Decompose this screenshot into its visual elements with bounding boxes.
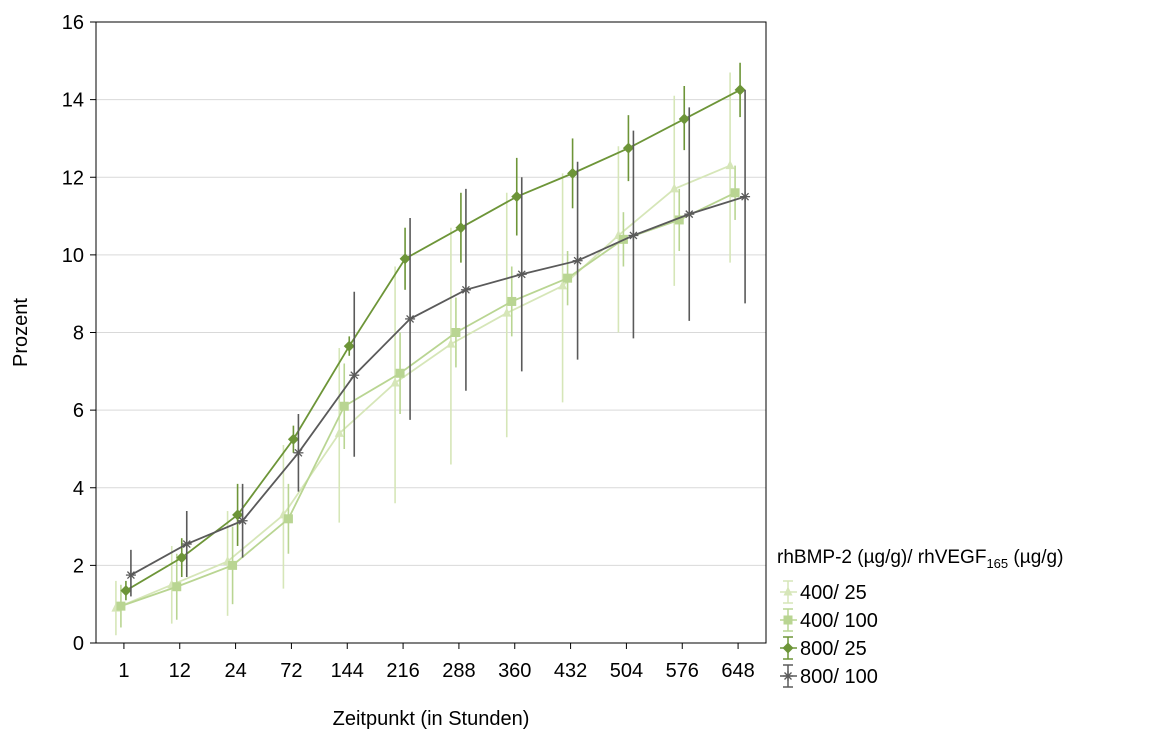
marker-triangle: [390, 377, 400, 387]
legend-label: 800/ 25: [800, 638, 867, 660]
marker-diamond: [399, 253, 411, 265]
marker-square: [451, 328, 461, 337]
marker-diamond: [782, 642, 794, 654]
series-400-25: [111, 72, 735, 636]
marker-diamond: [734, 84, 746, 96]
series-800-100: [125, 89, 751, 597]
y-axis-title: Prozent: [10, 298, 32, 367]
marker-square: [172, 582, 182, 592]
marker-square: [730, 188, 740, 198]
marker-diamond: [343, 340, 355, 352]
series-800-25: [120, 62, 746, 601]
marker-triangle: [669, 183, 679, 193]
x-tick-label: 24: [224, 660, 246, 682]
x-tick-label: 72: [280, 660, 302, 682]
marker-triangle: [783, 586, 793, 596]
series-line: [115, 164, 731, 609]
legend-item: 400/ 25: [780, 580, 867, 604]
marker-asterisk: [237, 515, 248, 526]
marker-asterisk: [181, 539, 192, 550]
marker-diamond: [287, 433, 299, 445]
legend-title: rhBMP-2 (µg/g)/ rhVEGF165 (µg/g): [777, 547, 1063, 571]
marker-asterisk: [460, 284, 471, 295]
legend-label: 400/ 100: [800, 610, 878, 632]
x-tick-label: 144: [331, 660, 364, 682]
marker-square: [563, 273, 573, 283]
x-tick-label: 288: [442, 660, 475, 682]
marker-asterisk: [684, 209, 695, 220]
y-tick-label: 10: [62, 245, 84, 267]
legend-title-subscript: 165: [986, 556, 1008, 571]
series-400-100: [116, 165, 740, 628]
y-tick-label: 8: [73, 323, 84, 345]
x-tick-label: 432: [554, 660, 587, 682]
marker-triangle: [334, 427, 344, 437]
x-tick-label: 504: [610, 660, 643, 682]
y-tick-label: 14: [62, 90, 84, 112]
x-tick-label: 648: [721, 660, 754, 682]
marker-diamond: [567, 167, 579, 179]
marker-square: [116, 601, 126, 611]
marker-triangle: [558, 280, 568, 290]
gridlines: [96, 99, 766, 566]
marker-triangle: [725, 160, 735, 170]
marker-asterisk: [740, 191, 751, 202]
y-tick-label: 2: [73, 555, 84, 577]
marker-asterisk: [405, 313, 416, 324]
x-tick-label: 576: [666, 660, 699, 682]
x-tick-label: 360: [498, 660, 531, 682]
marker-square: [783, 615, 793, 625]
series-layer: [111, 62, 751, 636]
legend-items: 400/ 25 400/ 100 800/ 25 800/ 100: [780, 580, 878, 688]
marker-diamond: [176, 552, 188, 564]
series-line: [125, 89, 741, 592]
marker-diamond: [511, 191, 523, 203]
legend-title-main: rhBMP-2 (µg/g)/ rhVEGF: [777, 547, 986, 568]
x-tick-label: 1: [118, 660, 129, 682]
x-axis-title: Zeitpunkt (in Stunden): [333, 708, 530, 730]
x-tick-label: 12: [169, 660, 191, 682]
marker-diamond: [455, 222, 467, 234]
legend-label: 400/ 25: [800, 582, 867, 604]
marker-diamond: [678, 113, 690, 125]
marker-square: [339, 401, 349, 411]
marker-asterisk: [349, 370, 360, 381]
legend-item: 800/ 100: [780, 664, 878, 688]
marker-square: [674, 215, 684, 225]
y-axis: 0 2 4 6 8 10 12 14 16: [62, 12, 96, 655]
marker-square: [507, 296, 517, 306]
marker-asterisk: [628, 230, 639, 241]
x-axis: 1 12 24 72 144 216 288 360 432 504 576 648: [118, 643, 755, 682]
legend-item: 400/ 100: [780, 608, 878, 632]
marker-diamond: [120, 585, 132, 597]
series-line: [130, 195, 746, 576]
marker-square: [228, 560, 238, 570]
marker-diamond: [622, 142, 634, 154]
marker-square: [283, 514, 293, 524]
marker-asterisk: [293, 447, 304, 458]
marker-triangle: [446, 338, 456, 348]
marker-asterisk: [125, 570, 136, 581]
legend-item: 800/ 25: [780, 636, 867, 660]
marker-asterisk: [572, 255, 583, 266]
y-tick-label: 12: [62, 167, 84, 189]
legend-label: 800/ 100: [800, 666, 878, 688]
y-tick-label: 0: [73, 633, 84, 655]
marker-square: [395, 368, 405, 378]
marker-asterisk: [516, 269, 527, 280]
y-tick-label: 6: [73, 400, 84, 422]
legend: rhBMP-2 (µg/g)/ rhVEGF165 (µg/g) 400/ 25…: [777, 547, 1063, 688]
marker-asterisk: [783, 671, 793, 681]
legend-title-end: (µg/g): [1008, 547, 1063, 568]
y-tick-label: 4: [73, 478, 84, 500]
marker-triangle: [502, 307, 512, 317]
x-tick-label: 216: [386, 660, 419, 682]
y-tick-label: 16: [62, 12, 84, 34]
